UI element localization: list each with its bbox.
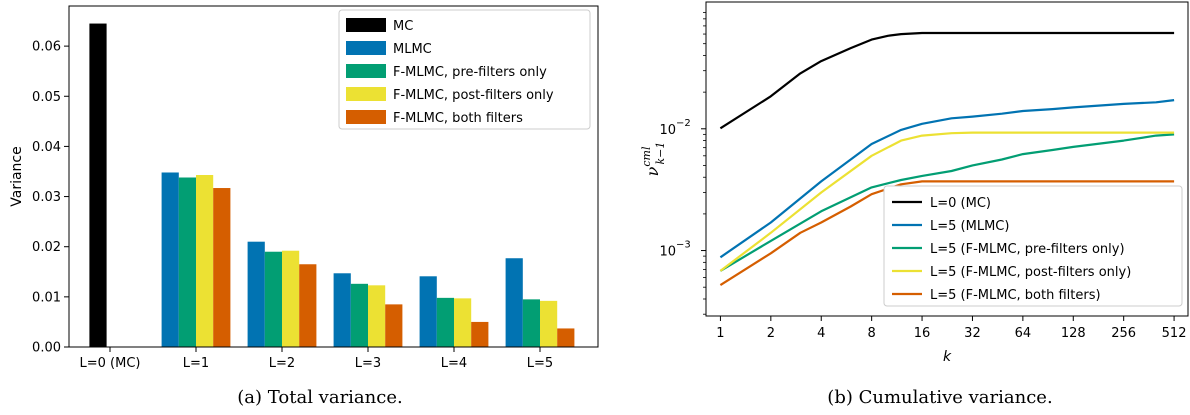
legend-swatch [346,87,386,101]
plot-frame [705,1,1189,317]
legend-box [338,9,591,130]
x-tick-label: 8 [868,326,876,341]
x-tick-label: 2 [767,326,775,341]
y-tick-label: 0.00 [32,341,61,356]
legend-label: L=0 (MC) [930,196,991,211]
x-tick-label: L=4 [441,356,467,371]
bar [557,328,575,347]
legend-label: F-MLMC, post-filters only [393,88,554,103]
legend-box [883,185,1183,307]
bar-chart-panel: 0.00 0.01 0.02 0.03 0.04 0.05 0.06 L=0 (MC) L=1… [9,5,599,408]
plot-frame [68,5,599,348]
x-tick-label: 4 [817,326,825,341]
legend-swatch [346,18,386,32]
x-tick-label: L=0 (MC) [80,356,141,371]
y-tick-label: 0.02 [32,240,61,255]
y-axis-label: Variance [9,146,25,206]
y-axis: 0.00 0.01 0.02 0.03 0.04 0.05 0.06 [32,40,69,356]
y-tick-label: 0.06 [32,40,61,55]
series-line [719,133,1175,272]
y-tick-exponent: −3 [676,240,691,251]
x-tick-label: L=3 [355,356,381,371]
bar [471,321,489,347]
legend-label: F-MLMC, both filters [393,111,523,126]
bar [385,304,403,347]
legend-label: MC [393,19,413,34]
y-tick-label: 0.01 [32,290,61,305]
x-tick-label: 16 [914,326,931,341]
legend-label: F-MLMC, pre-filters only [393,65,547,80]
legend-label: L=5 (F-MLMC, post-filters only) [930,265,1131,280]
legend-label: L=5 (MLMC) [930,219,1009,234]
legend: MC MLMC F-MLMC, pre-filters only F-MLMC, po… [338,9,591,130]
line-chart-panel: 10−310−2 1 2 4 8 16 32 64 128 256 512 k νcmlk−1 L… [640,1,1189,408]
bar [436,297,454,347]
x-tick-label: L=2 [269,356,295,371]
legend-label: L=5 (F-MLMC, both filters) [930,288,1101,303]
caption-a: (a) Total variance. [237,387,402,408]
bar [196,174,214,347]
x-tick-label: 1 [716,326,724,341]
legend-swatch [346,64,386,78]
bar [540,300,558,347]
y-axis-label: νcmlk−1 [640,142,667,177]
y-axis-label-base: ν [643,166,662,176]
y-axis-label-subscript: k−1 [654,142,667,165]
legend-swatch [346,110,386,124]
legend-label: L=5 (F-MLMC, pre-filters only) [930,242,1125,257]
x-tick-label: 256 [1111,326,1136,341]
y-tick-label: 0.03 [32,190,61,205]
x-tick-label: 32 [964,326,981,341]
bar [161,172,179,347]
series-line [719,31,1175,130]
y-axis: 10−310−2 [659,12,706,315]
bar [178,177,196,347]
x-axis-label: k [943,349,952,365]
series-line [719,131,1175,272]
line-group [719,31,1175,287]
bar [299,264,317,347]
bar [505,258,523,347]
bar [419,276,437,347]
y-tick-label: 10 [659,123,676,138]
x-tick-label: 512 [1162,326,1187,341]
caption-b: (b) Cumulative variance. [827,387,1052,408]
bar [264,251,282,347]
series-line [719,99,1175,259]
bar [522,299,540,347]
bar [350,283,368,347]
y-tick-label: 0.05 [32,90,61,105]
bar [368,285,386,347]
series-line [719,180,1175,287]
bar-group [89,23,575,347]
y-axis-label-superscript: cml [640,146,653,167]
bar [454,298,472,347]
x-axis: 1 2 4 8 16 32 64 128 256 512 [716,316,1186,341]
x-tick-label: 128 [1061,326,1086,341]
x-axis: L=0 (MC) L=1 L=2 L=3 L=4 L=5 [80,347,553,371]
legend-label: MLMC [393,42,432,57]
bar [333,273,351,347]
y-tick-exponent: −2 [676,118,691,129]
y-tick-label: 0.04 [32,140,61,155]
bar [282,250,300,347]
x-tick-label: L=1 [183,356,209,371]
x-tick-label: 64 [1015,326,1032,341]
bar-mc [89,23,107,347]
bar [247,241,265,347]
legend: L=0 (MC) L=5 (MLMC) L=5 (F-MLMC, pre-filte… [883,185,1183,307]
legend-swatch [346,41,386,55]
y-tick-label: 10 [659,245,676,260]
x-tick-label: L=5 [527,356,553,371]
bar [213,188,231,347]
